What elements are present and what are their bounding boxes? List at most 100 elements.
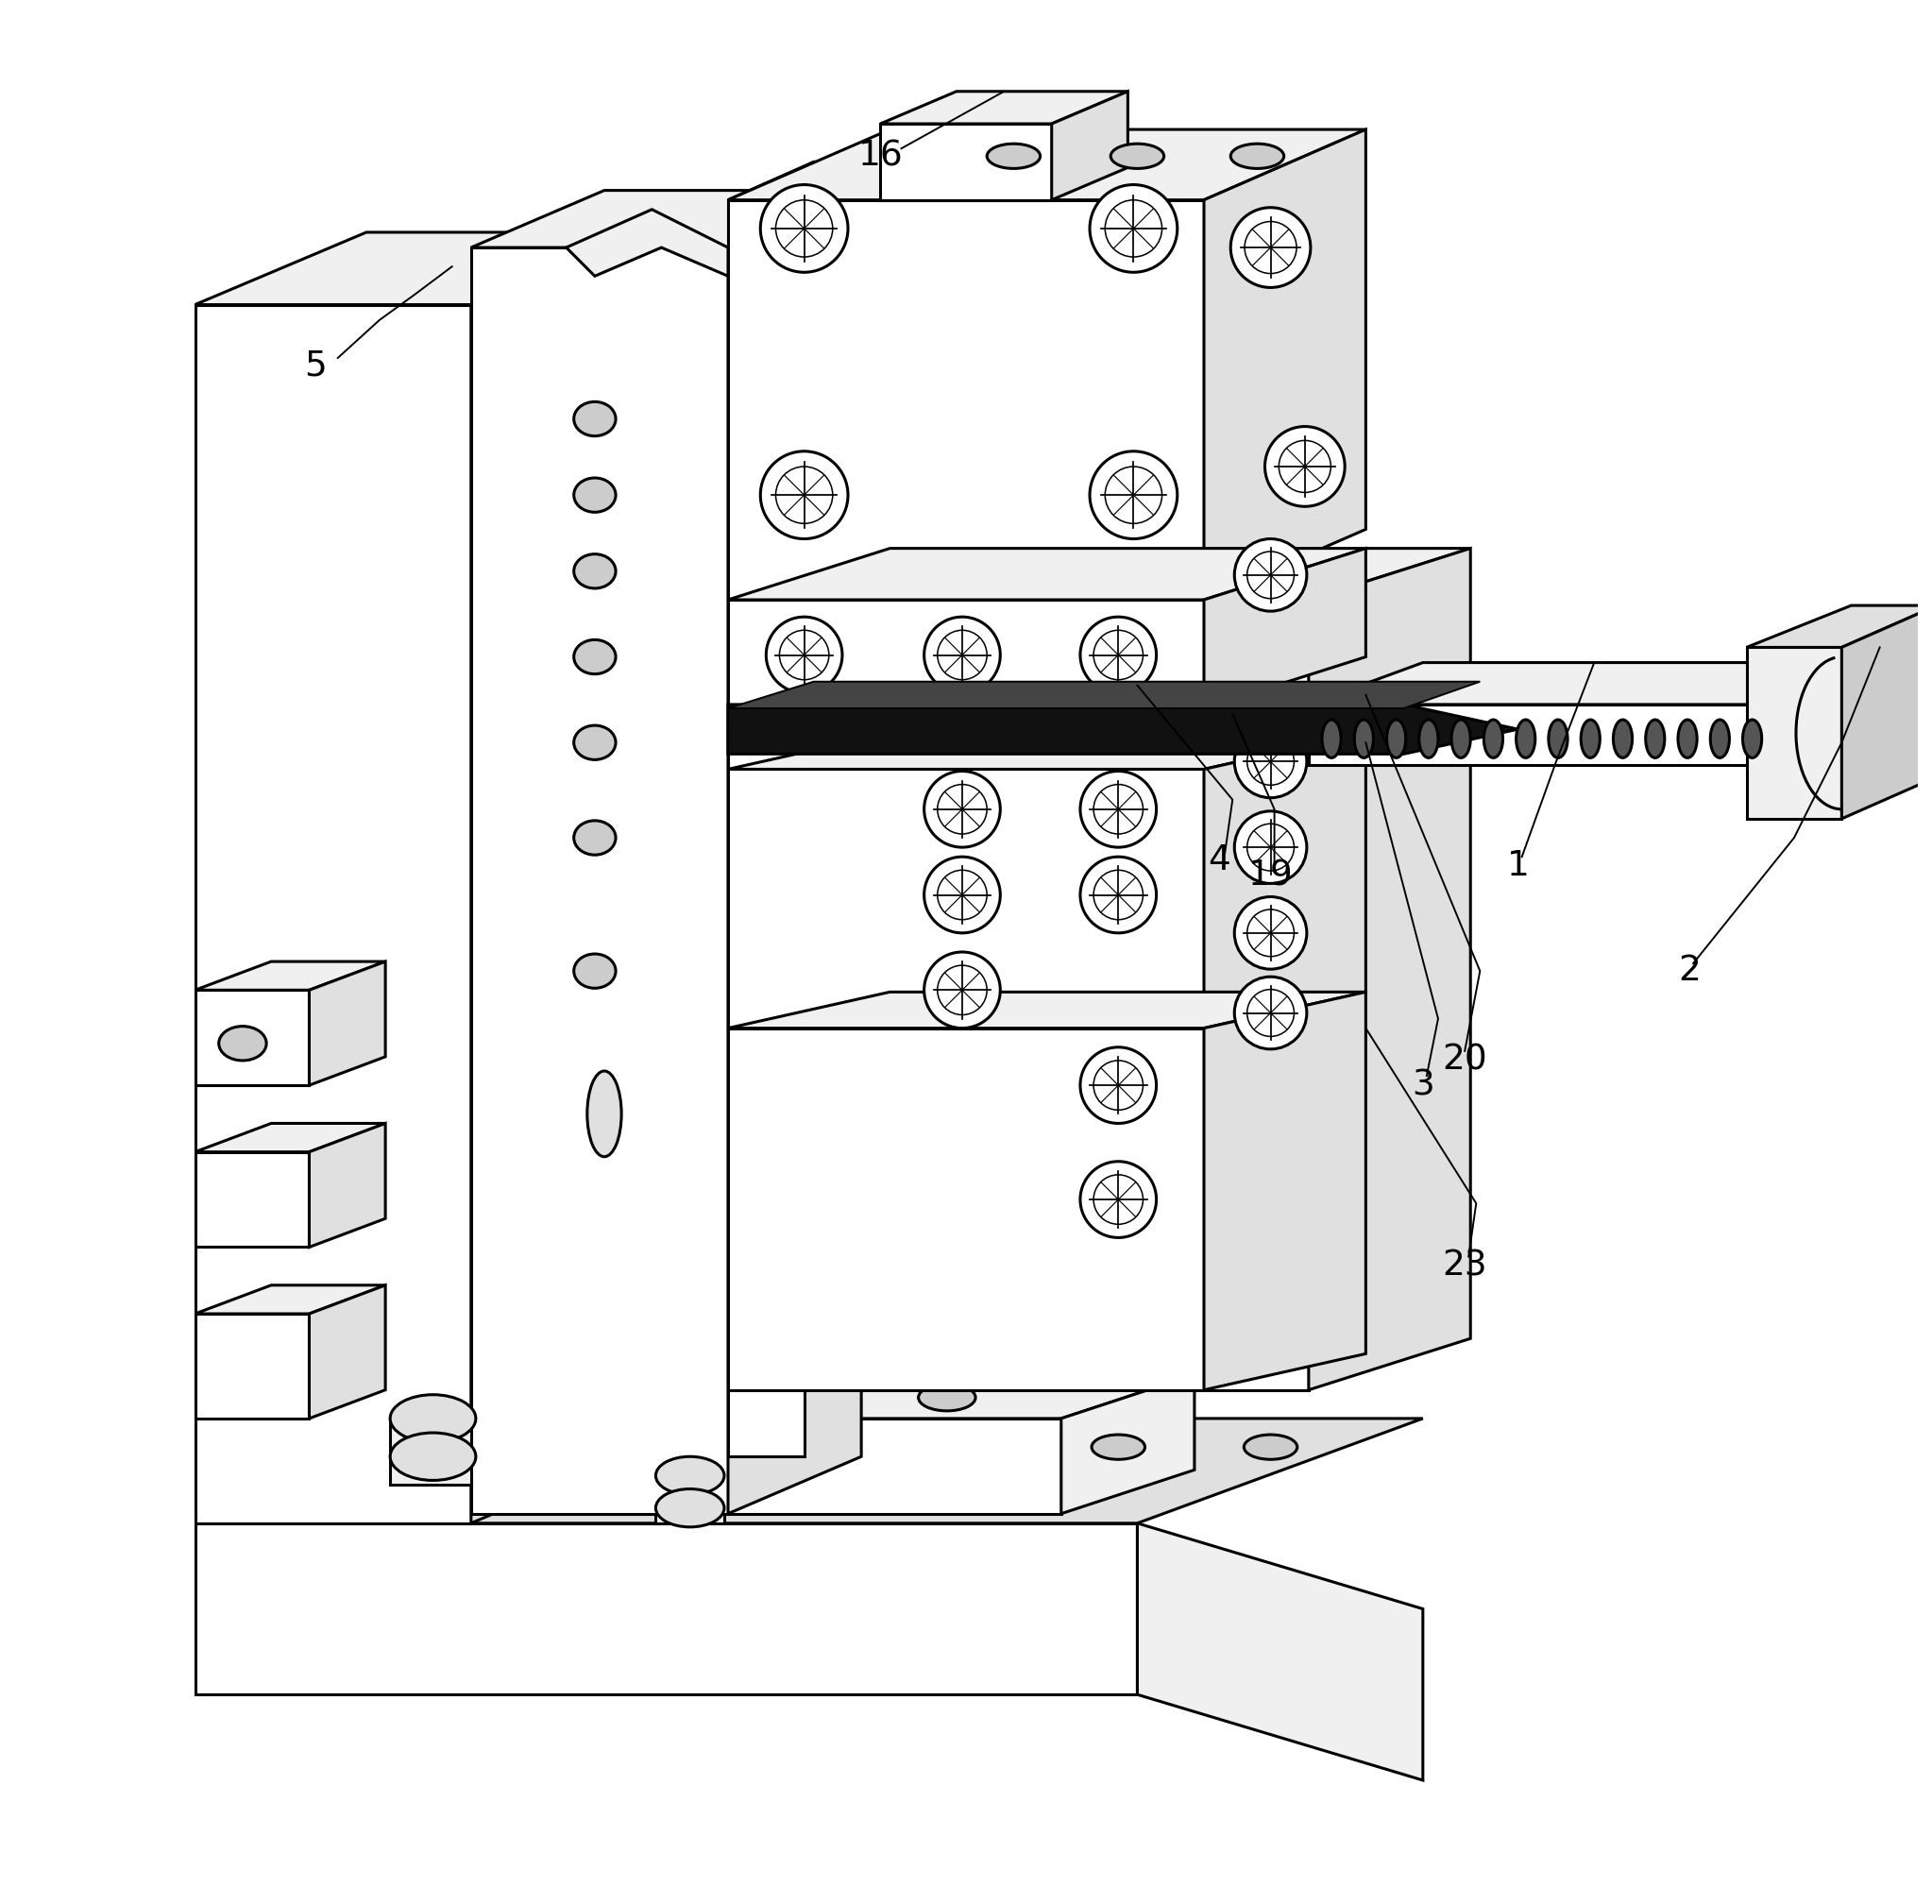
Ellipse shape bbox=[1094, 1175, 1144, 1224]
Polygon shape bbox=[1204, 691, 1366, 769]
Polygon shape bbox=[1747, 605, 1932, 647]
Polygon shape bbox=[1204, 129, 1366, 600]
Polygon shape bbox=[195, 1152, 309, 1247]
Ellipse shape bbox=[1679, 720, 1696, 758]
Ellipse shape bbox=[1321, 720, 1341, 758]
Polygon shape bbox=[728, 200, 1204, 600]
Ellipse shape bbox=[574, 640, 616, 674]
Ellipse shape bbox=[574, 725, 616, 760]
Ellipse shape bbox=[1235, 897, 1306, 969]
Polygon shape bbox=[195, 1123, 384, 1152]
Ellipse shape bbox=[923, 857, 1001, 933]
Ellipse shape bbox=[1080, 771, 1157, 847]
Ellipse shape bbox=[777, 466, 833, 524]
Ellipse shape bbox=[937, 870, 987, 920]
Text: 2: 2 bbox=[1679, 954, 1700, 988]
Polygon shape bbox=[728, 691, 1366, 727]
Polygon shape bbox=[655, 1476, 724, 1523]
Polygon shape bbox=[728, 190, 862, 1514]
Polygon shape bbox=[1204, 733, 1366, 1028]
Polygon shape bbox=[195, 1314, 309, 1418]
Polygon shape bbox=[471, 232, 641, 1523]
Polygon shape bbox=[728, 548, 1366, 600]
Ellipse shape bbox=[1231, 208, 1310, 288]
Ellipse shape bbox=[1279, 440, 1331, 493]
Ellipse shape bbox=[574, 821, 616, 855]
Polygon shape bbox=[195, 990, 309, 1085]
Ellipse shape bbox=[655, 1489, 724, 1527]
Ellipse shape bbox=[761, 451, 848, 539]
Ellipse shape bbox=[1080, 617, 1157, 693]
Ellipse shape bbox=[1710, 720, 1729, 758]
Ellipse shape bbox=[1231, 143, 1285, 169]
Ellipse shape bbox=[1613, 720, 1633, 758]
Ellipse shape bbox=[987, 143, 1039, 169]
Ellipse shape bbox=[1246, 739, 1294, 784]
Ellipse shape bbox=[1090, 451, 1177, 539]
Polygon shape bbox=[728, 733, 1366, 769]
Ellipse shape bbox=[574, 954, 616, 988]
Polygon shape bbox=[881, 91, 1128, 124]
Ellipse shape bbox=[1235, 725, 1306, 798]
Text: 4: 4 bbox=[1208, 843, 1231, 878]
Polygon shape bbox=[195, 1285, 384, 1314]
Ellipse shape bbox=[655, 1457, 724, 1495]
Ellipse shape bbox=[1235, 977, 1306, 1049]
Ellipse shape bbox=[1246, 824, 1294, 870]
Ellipse shape bbox=[1484, 720, 1503, 758]
Polygon shape bbox=[195, 962, 384, 990]
Polygon shape bbox=[1204, 600, 1308, 1390]
Ellipse shape bbox=[1517, 720, 1536, 758]
Ellipse shape bbox=[1246, 910, 1294, 956]
Ellipse shape bbox=[1580, 720, 1600, 758]
Polygon shape bbox=[1841, 605, 1932, 819]
Text: 1: 1 bbox=[1507, 849, 1530, 883]
Ellipse shape bbox=[918, 1384, 976, 1411]
Ellipse shape bbox=[937, 630, 987, 680]
Ellipse shape bbox=[767, 1384, 823, 1411]
Text: 19: 19 bbox=[1248, 859, 1293, 893]
Ellipse shape bbox=[1244, 221, 1296, 274]
Ellipse shape bbox=[1743, 720, 1762, 758]
Ellipse shape bbox=[777, 200, 833, 257]
Polygon shape bbox=[309, 1123, 384, 1247]
Text: 5: 5 bbox=[303, 348, 327, 383]
Polygon shape bbox=[1204, 992, 1366, 1390]
Ellipse shape bbox=[1451, 720, 1470, 758]
Ellipse shape bbox=[1105, 466, 1161, 524]
Ellipse shape bbox=[937, 965, 987, 1015]
Polygon shape bbox=[309, 962, 384, 1085]
Polygon shape bbox=[566, 209, 728, 276]
Polygon shape bbox=[881, 124, 1051, 200]
Ellipse shape bbox=[1090, 185, 1177, 272]
Ellipse shape bbox=[1265, 426, 1345, 506]
Ellipse shape bbox=[1244, 1436, 1296, 1460]
Polygon shape bbox=[605, 1418, 1061, 1514]
Polygon shape bbox=[605, 1375, 1194, 1418]
Ellipse shape bbox=[1246, 990, 1294, 1036]
Ellipse shape bbox=[779, 630, 829, 680]
Polygon shape bbox=[390, 1418, 475, 1485]
Ellipse shape bbox=[1105, 200, 1161, 257]
Polygon shape bbox=[728, 129, 1366, 200]
Ellipse shape bbox=[761, 185, 848, 272]
Ellipse shape bbox=[923, 617, 1001, 693]
Polygon shape bbox=[1308, 704, 1766, 765]
Ellipse shape bbox=[767, 617, 842, 693]
Polygon shape bbox=[728, 200, 804, 1457]
Ellipse shape bbox=[1080, 857, 1157, 933]
Polygon shape bbox=[728, 682, 1480, 708]
Polygon shape bbox=[728, 769, 1204, 1028]
Ellipse shape bbox=[574, 402, 616, 436]
Ellipse shape bbox=[1235, 811, 1306, 883]
Polygon shape bbox=[195, 1523, 1138, 1695]
Ellipse shape bbox=[1549, 720, 1567, 758]
Ellipse shape bbox=[218, 1026, 267, 1061]
Ellipse shape bbox=[937, 784, 987, 834]
Polygon shape bbox=[1308, 663, 1876, 704]
Ellipse shape bbox=[1094, 630, 1144, 680]
Polygon shape bbox=[1747, 647, 1841, 819]
Ellipse shape bbox=[1420, 720, 1437, 758]
Ellipse shape bbox=[1246, 552, 1294, 598]
Polygon shape bbox=[1204, 548, 1366, 708]
